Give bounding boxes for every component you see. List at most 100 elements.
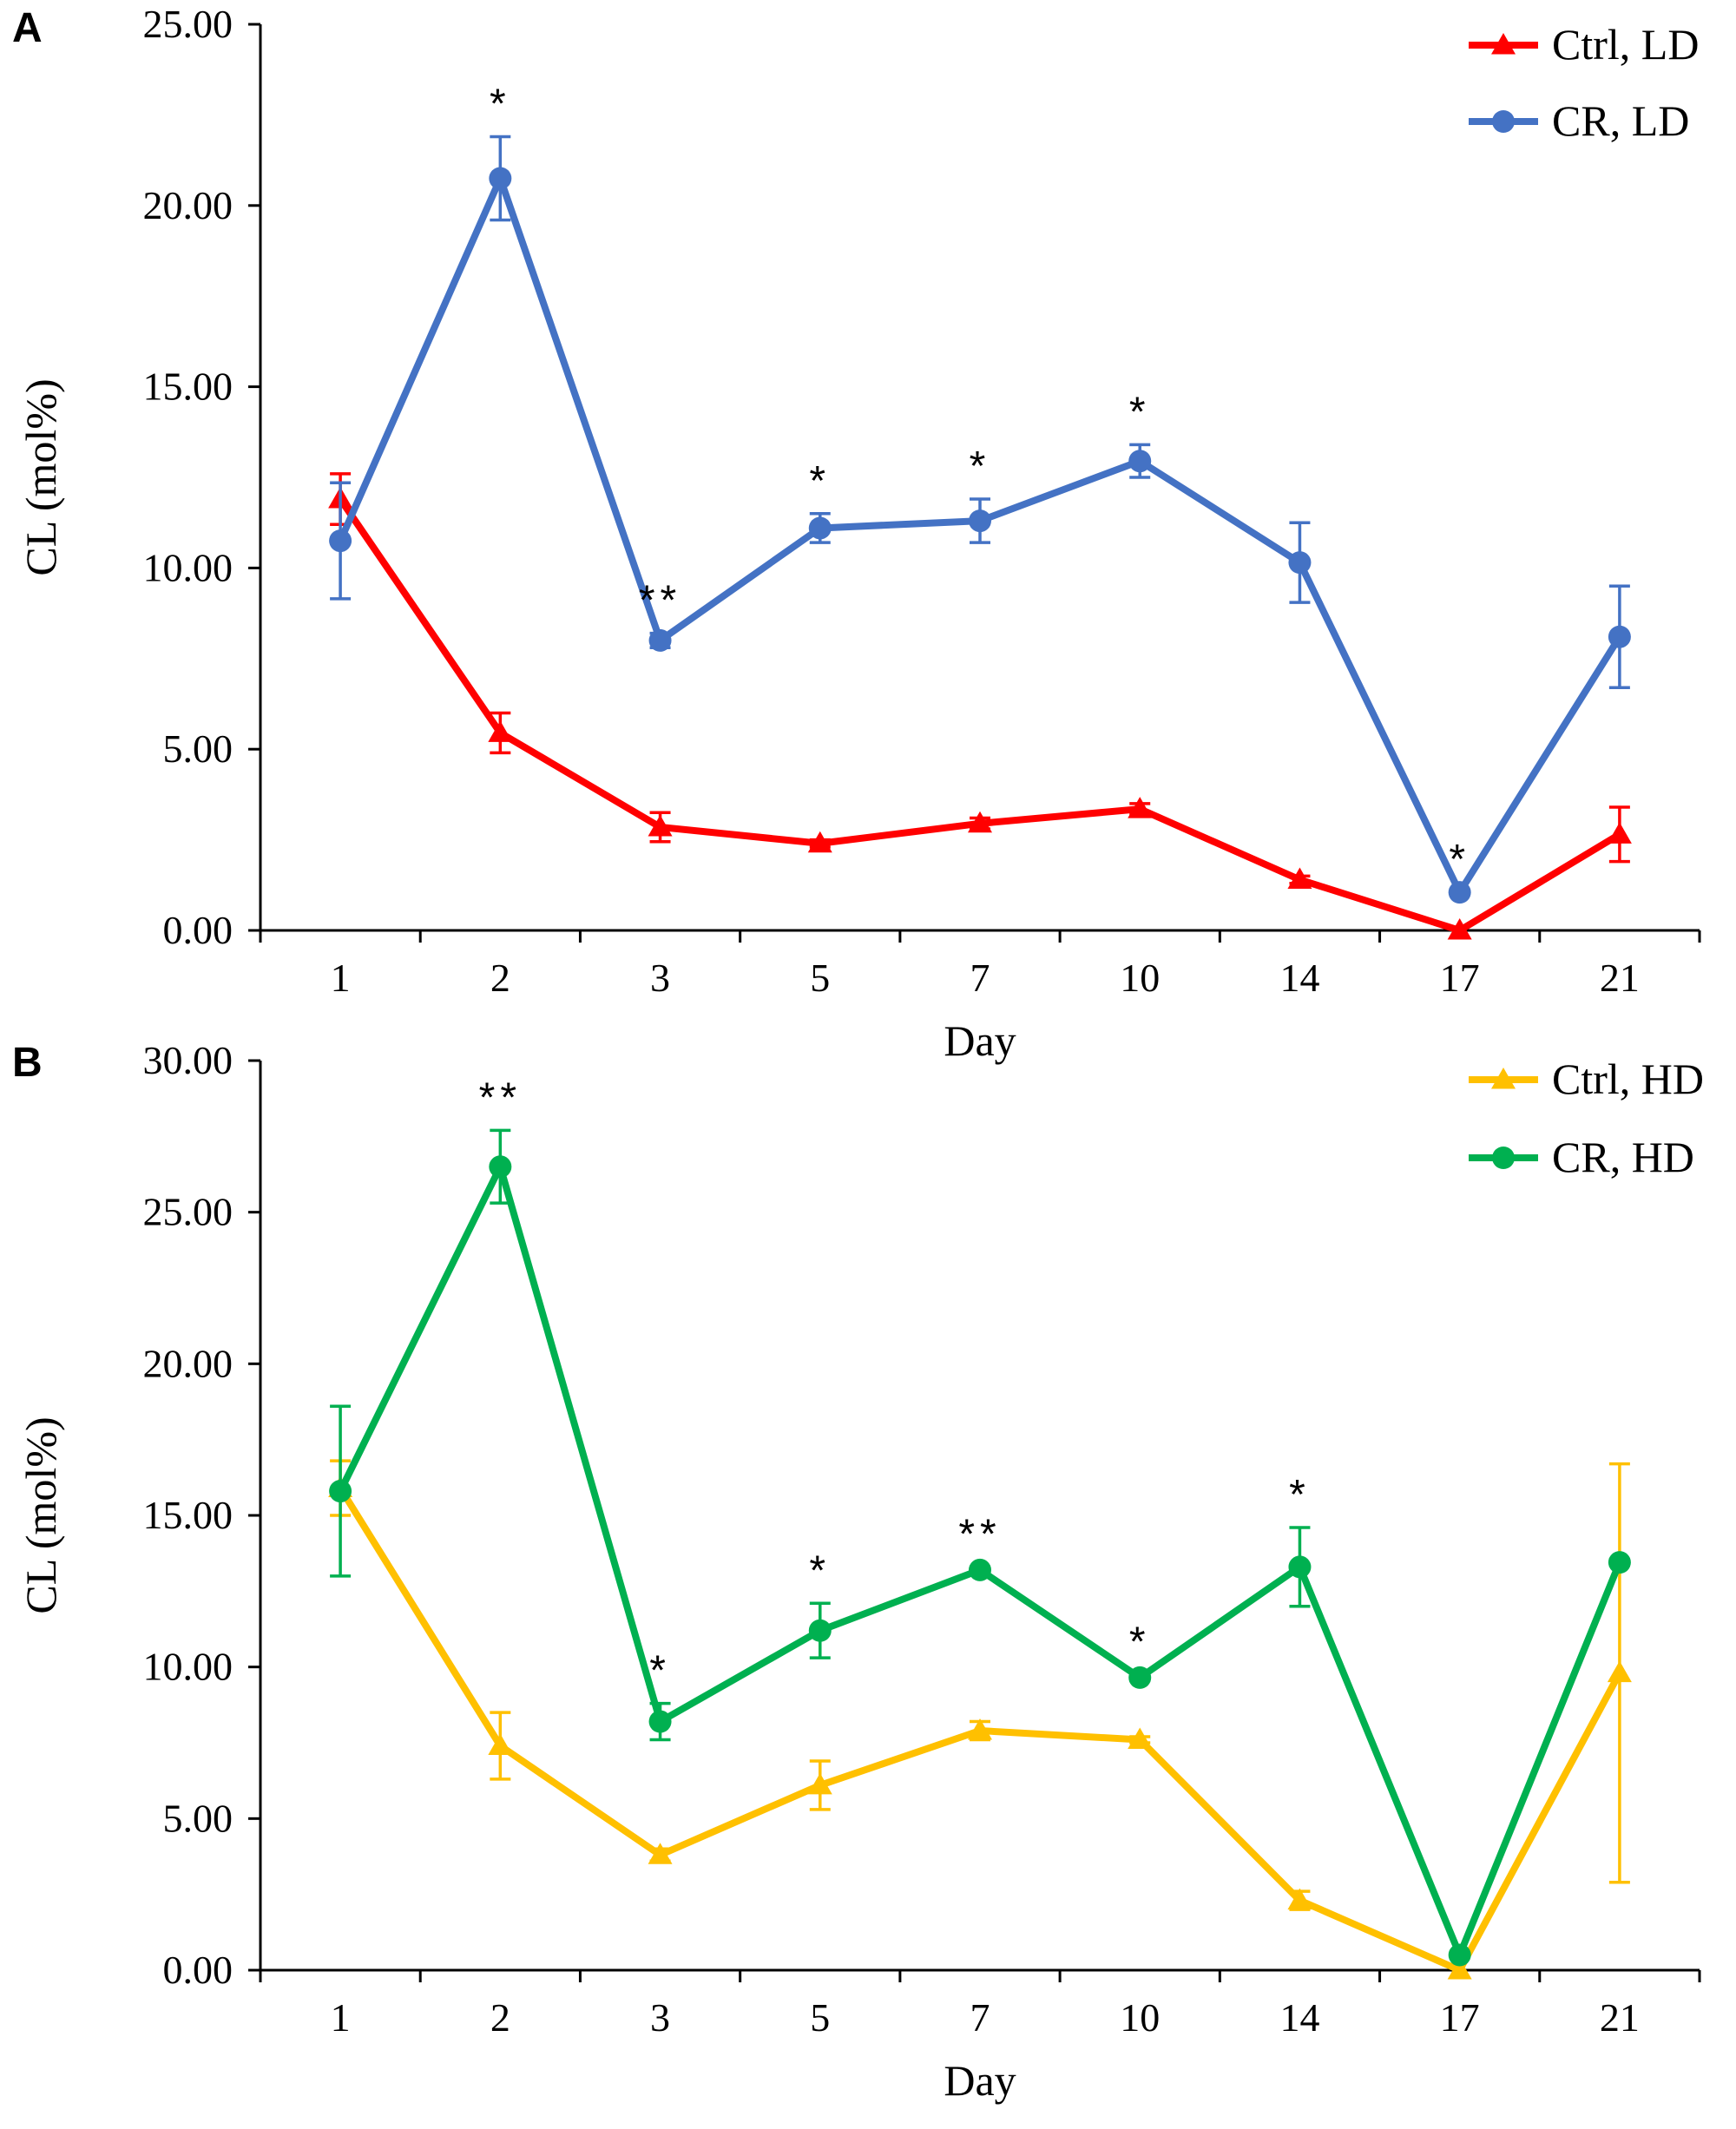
legend-label: CR, LD [1552, 96, 1689, 145]
significance-annotation: ** [958, 1511, 1001, 1557]
data-point [489, 167, 512, 190]
significance-annotation: * [809, 1547, 831, 1593]
legend-marker [1491, 1068, 1516, 1089]
x-axis-title: Day [944, 2056, 1016, 2105]
x-tick-label: 10 [1120, 956, 1160, 1000]
x-tick-label: 1 [331, 1995, 351, 2040]
data-point [1287, 867, 1312, 890]
data-point [968, 811, 992, 833]
data-point [808, 1619, 832, 1642]
data-point [968, 1718, 992, 1740]
series-line [337, 496, 1621, 934]
data-point [1607, 822, 1632, 844]
significance-annotation: ** [479, 1074, 522, 1120]
y-tick-label: 20.00 [143, 183, 233, 227]
y-tick-label: 0.00 [163, 1948, 233, 1992]
legend-item: CR, LD [1469, 96, 1689, 145]
data-point [488, 720, 513, 742]
data-point [1607, 1660, 1632, 1683]
legend-marker [1492, 1147, 1515, 1169]
chart-panel-a: A 0.00 5.00 10.00 15.00 20.00 25.00 1 2 3 5 7 10 14 17… [12, 2, 1701, 1065]
series-cr-hd [329, 1128, 1631, 1967]
y-tick-label: 5.00 [163, 726, 233, 771]
x-tick-label: 3 [650, 956, 670, 1000]
x-tick-label: 14 [1279, 956, 1319, 1000]
x-tick-label: 17 [1440, 1995, 1480, 2040]
series-ctrl-ld [328, 472, 1632, 940]
data-point [807, 1772, 832, 1795]
panel-letter: A [12, 5, 43, 51]
data-point [648, 1710, 672, 1733]
x-tick-label: 2 [490, 1995, 510, 2040]
y-axis-title: CL (mol%) [16, 378, 65, 575]
x-tick-label: 7 [970, 1995, 990, 2040]
data-point [1448, 1943, 1471, 1967]
legend-marker [1491, 33, 1516, 55]
data-point [1287, 1888, 1312, 1910]
significance-annotation: * [1129, 389, 1151, 435]
legend-label: Ctrl, HD [1552, 1055, 1704, 1103]
data-point [1128, 1666, 1152, 1689]
y-tick-label: 20.00 [143, 1341, 233, 1385]
legend-item: Ctrl, HD [1469, 1055, 1704, 1103]
y-tick-label: 15.00 [143, 1493, 233, 1537]
data-point [969, 509, 991, 533]
y-tick-label: 10.00 [143, 545, 233, 589]
x-axis-title: Day [944, 1016, 1016, 1065]
data-point [969, 1558, 991, 1581]
y-tick-label: 5.00 [163, 1796, 233, 1840]
series-ctrl-hd [328, 1459, 1632, 1980]
panel-letter: B [12, 1040, 43, 1086]
data-point [1128, 1727, 1153, 1750]
data-point [1128, 797, 1153, 818]
x-tick-label: 7 [970, 956, 990, 1000]
x-tick-label: 1 [331, 956, 351, 1000]
significance-annotation: * [809, 458, 831, 504]
x-tick-label: 14 [1279, 1995, 1319, 2040]
series-cr-ld [329, 135, 1631, 904]
significance-annotation: * [970, 444, 991, 490]
legend-label: CR, HD [1552, 1133, 1694, 1181]
x-tick-label: 10 [1120, 1995, 1160, 2040]
significance-annotation: ** [639, 578, 681, 624]
data-point [1447, 1958, 1472, 1980]
significance-annotation: * [1289, 1472, 1311, 1518]
legend-item: Ctrl, LD [1469, 20, 1699, 69]
data-point [1288, 551, 1312, 575]
x-tick-label: 21 [1600, 956, 1640, 1000]
y-tick-label: 10.00 [143, 1645, 233, 1689]
y-tick-label: 25.00 [143, 1190, 233, 1234]
x-tick-label: 2 [490, 956, 510, 1000]
x-tick-label: 5 [810, 1995, 830, 2040]
y-axis-title: CL (mol%) [16, 1416, 65, 1613]
significance-annotation: * [1129, 1619, 1151, 1665]
chart-panel-b: B 0.00 5.00 10.00 15.00 20.00 25.00 30.00 1 2 3 5 7 1… [12, 1038, 1704, 2105]
y-tick-label: 30.00 [143, 1038, 233, 1082]
data-point [648, 814, 673, 837]
data-point [488, 1733, 513, 1755]
data-point [648, 628, 672, 652]
x-tick-label: 21 [1600, 1995, 1640, 2040]
data-point [1447, 918, 1472, 940]
y-tick-label: 0.00 [163, 908, 233, 952]
data-point [648, 1843, 673, 1864]
legend-label: Ctrl, LD [1552, 20, 1699, 69]
x-tick-label: 17 [1440, 956, 1480, 1000]
legend-marker [1492, 110, 1515, 133]
data-point [1608, 625, 1631, 648]
significance-annotation: * [490, 81, 511, 127]
y-tick-label: 15.00 [143, 365, 233, 409]
data-point [1288, 1555, 1312, 1579]
data-point [329, 1480, 352, 1503]
data-point [807, 831, 832, 853]
data-point [1128, 450, 1152, 473]
y-tick-label: 25.00 [143, 2, 233, 46]
significance-annotation: * [1449, 837, 1470, 883]
data-point [808, 516, 832, 540]
x-tick-label: 3 [650, 1995, 670, 2040]
data-point [1608, 1551, 1631, 1574]
data-point [1448, 881, 1471, 904]
significance-annotation: * [649, 1648, 671, 1694]
data-point [489, 1155, 512, 1179]
